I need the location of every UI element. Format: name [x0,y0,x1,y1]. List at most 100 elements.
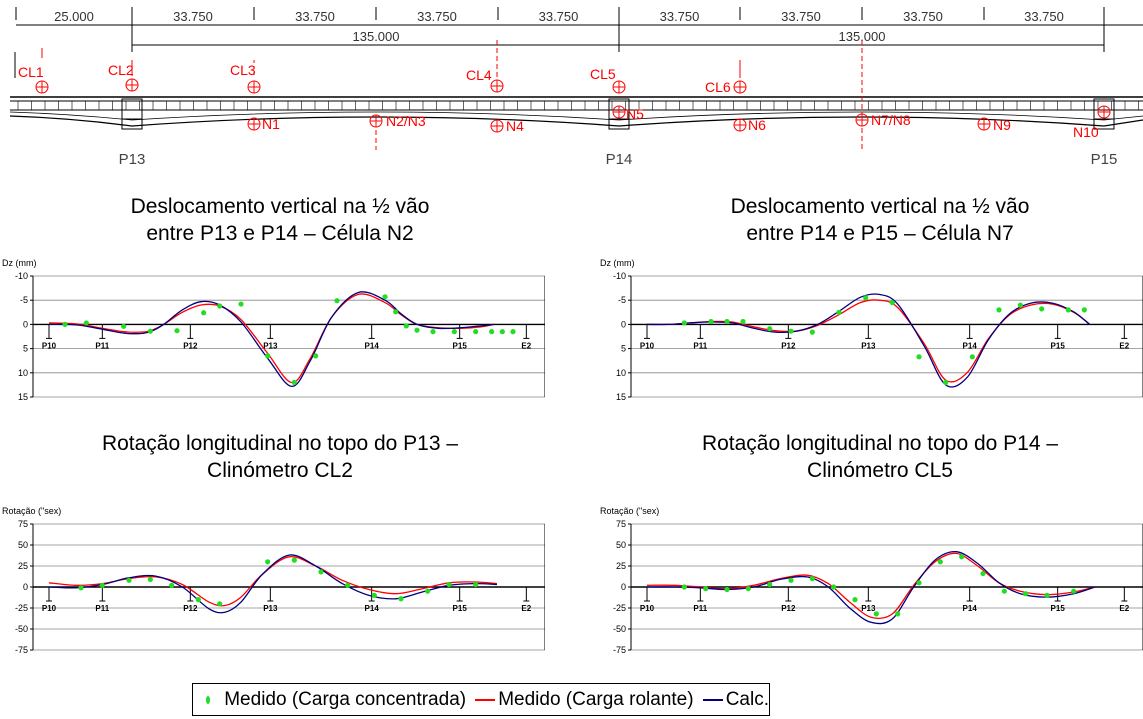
data-point-measured [1044,592,1050,598]
x-category-label: P11 [693,604,707,613]
chart-cl5-rotation: Rotação ("sex) 75 50 25 0 -25 -50 -75 P10 P11 P12 P… [600,506,1143,655]
y-tick-label: -5 [618,295,626,305]
series-line-calculated [48,291,495,388]
chart-title-n2-line1: Deslocamento vertical na ½ vão [130,195,430,218]
data-point-measured [313,353,319,359]
span-length-label: 33.750 [781,9,821,24]
data-point-measured [217,601,223,607]
data-point-measured [788,328,794,334]
y-tick-label: 75 [616,519,626,529]
data-point-measured [681,320,687,326]
chart-n2-displacement: Dz (mm) -10 -5 0 5 10 15 P10 P11 P12 P13 P14 P15 E2 [2,258,545,402]
data-point-measured [78,585,84,591]
y-tick-label: -50 [613,624,626,634]
x-category-label: P11 [95,341,109,350]
legend-label-calc: Calc. [725,688,769,710]
y-axis-label: Dz (mm) [600,258,635,268]
data-point-measured [943,379,949,386]
cell-label: N4 [506,118,524,134]
girder-soffit [9,115,1143,127]
x-category-label: P13 [861,604,876,613]
x-category-label: P10 [640,604,655,613]
data-point-measured [1023,591,1029,597]
data-point-measured [980,570,986,577]
data-point-measured [863,295,869,301]
data-point-measured [238,301,244,307]
data-point-measured [510,329,516,335]
y-axis-label: Rotação ("sex) [2,506,61,516]
data-point-measured [425,588,431,594]
pier-head [121,98,143,120]
y-tick-label: 50 [18,540,28,550]
data-point-measured [831,584,837,590]
data-point-measured [889,300,895,306]
data-point-measured [809,329,815,335]
data-point-measured [62,321,68,327]
x-category-label: E2 [1119,341,1129,350]
clinometer-label: CL3 [230,62,256,78]
y-tick-label: 0 [621,582,626,592]
pier-cap [121,118,143,130]
y-tick-label: 75 [18,519,28,529]
data-point-measured [217,303,223,309]
data-point-measured [174,328,180,334]
data-point-measured [681,584,687,590]
chart-cl2-rotation: Rotação ("sex) 75 50 25 0 -25 -50 -75 P10 P11 P12 P… [2,506,545,655]
chart-title-cl2: Rotação longitudinal no topo do P13 – Cl… [20,430,540,484]
data-point-measured [201,310,207,316]
span-length-label: 25.000 [54,9,94,24]
x-category-label: P10 [42,604,57,613]
chart-title-n7: Deslocamento vertical na ½ vão entre P14… [620,193,1140,247]
clinometer-label: CL6 [705,79,731,95]
y-tick-label: -25 [15,603,28,613]
series-line-measured-rolling [646,299,1091,383]
x-category-label: P14 [963,341,978,350]
x-category-label: P10 [640,341,655,350]
span-length-label: 33.750 [539,9,579,24]
data-point-measured [99,582,105,588]
y-tick-label: 15 [18,392,28,402]
clinometer-label: CL1 [18,64,44,80]
span-length-label: 33.750 [295,9,335,24]
data-point-measured [499,329,505,335]
span-length-label: 33.750 [417,9,457,24]
data-point-measured [724,586,730,593]
clinometer-label: CL2 [108,62,134,78]
x-category-label: P14 [963,604,978,613]
cell-label: N7/N8 [871,112,911,128]
x-category-label: P12 [183,341,198,350]
span-total-label: 135.000 [353,29,400,44]
pier-label: P13 [119,151,146,168]
chart-title-n7-line2: entre P14 e P15 – Célula N7 [746,222,1014,245]
x-category-label: P11 [95,604,109,613]
data-point-measured [414,327,420,333]
x-category-label: E2 [521,341,531,350]
y-tick-label: 5 [621,344,626,354]
bridge-structure [9,7,1143,150]
data-point-measured [345,582,351,588]
span-length-label: 33.750 [173,9,213,24]
y-tick-label: 10 [18,368,28,378]
legend-blue-line-icon [702,698,723,701]
data-point-measured [371,592,377,598]
data-point-measured [1081,307,1087,313]
x-category-label: P11 [693,341,707,350]
y-tick-label: 0 [23,319,28,329]
data-point-measured [446,581,452,588]
x-category-label: P13 [861,341,876,350]
x-category-label: P10 [42,341,57,350]
data-point-measured [265,559,271,565]
legend-label-concentrated: Medido (Carga concentrada) [224,688,467,710]
chart-title-cl5-line1: Rotação longitudinal no topo do P14 – [701,432,1059,455]
x-category-label: E2 [1119,604,1129,613]
data-point-measured [451,329,457,335]
pier-label: P14 [606,151,633,168]
data-point-measured [1071,588,1077,594]
chart-title-n2: Deslocamento vertical na ½ vão entre P13… [20,193,540,247]
clinometer-label: CL4 [466,67,492,83]
data-point-measured [916,354,922,360]
span-length-label: 33.750 [1024,9,1064,24]
chart-title-cl5: Rotação longitudinal no topo do P14 – Cl… [620,430,1140,484]
y-tick-label: 25 [616,561,626,571]
data-point-measured [724,318,730,325]
